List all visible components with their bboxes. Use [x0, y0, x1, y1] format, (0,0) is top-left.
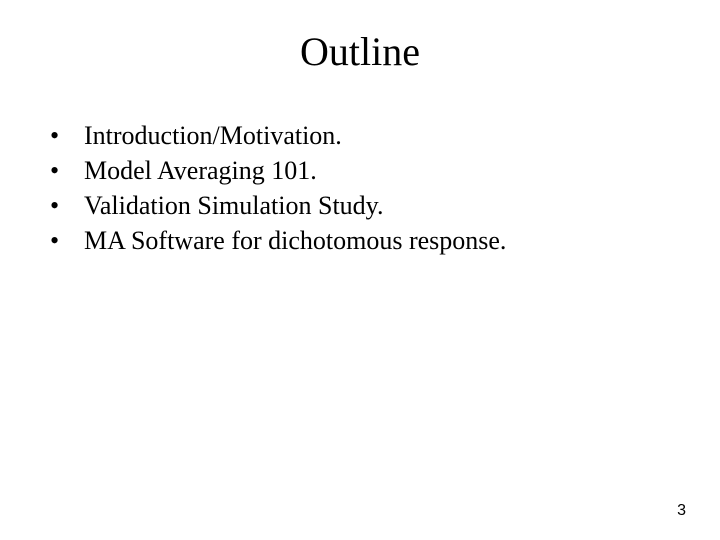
page-number: 3: [677, 502, 686, 520]
slide: Outline • Introduction/Motivation. • Mod…: [0, 0, 720, 540]
bullet-icon: •: [50, 223, 84, 258]
bullet-icon: •: [50, 153, 84, 188]
bullet-list: • Introduction/Motivation. • Model Avera…: [50, 118, 670, 258]
list-item: • Introduction/Motivation.: [50, 118, 670, 153]
list-item: • Validation Simulation Study.: [50, 188, 670, 223]
list-item: • MA Software for dichotomous response.: [50, 223, 670, 258]
bullet-icon: •: [50, 118, 84, 153]
bullet-text: Validation Simulation Study.: [84, 188, 383, 223]
list-item: • Model Averaging 101.: [50, 153, 670, 188]
bullet-icon: •: [50, 188, 84, 223]
bullet-text: MA Software for dichotomous response.: [84, 223, 506, 258]
bullet-text: Introduction/Motivation.: [84, 118, 342, 153]
bullet-text: Model Averaging 101.: [84, 153, 317, 188]
slide-title: Outline: [0, 28, 720, 75]
